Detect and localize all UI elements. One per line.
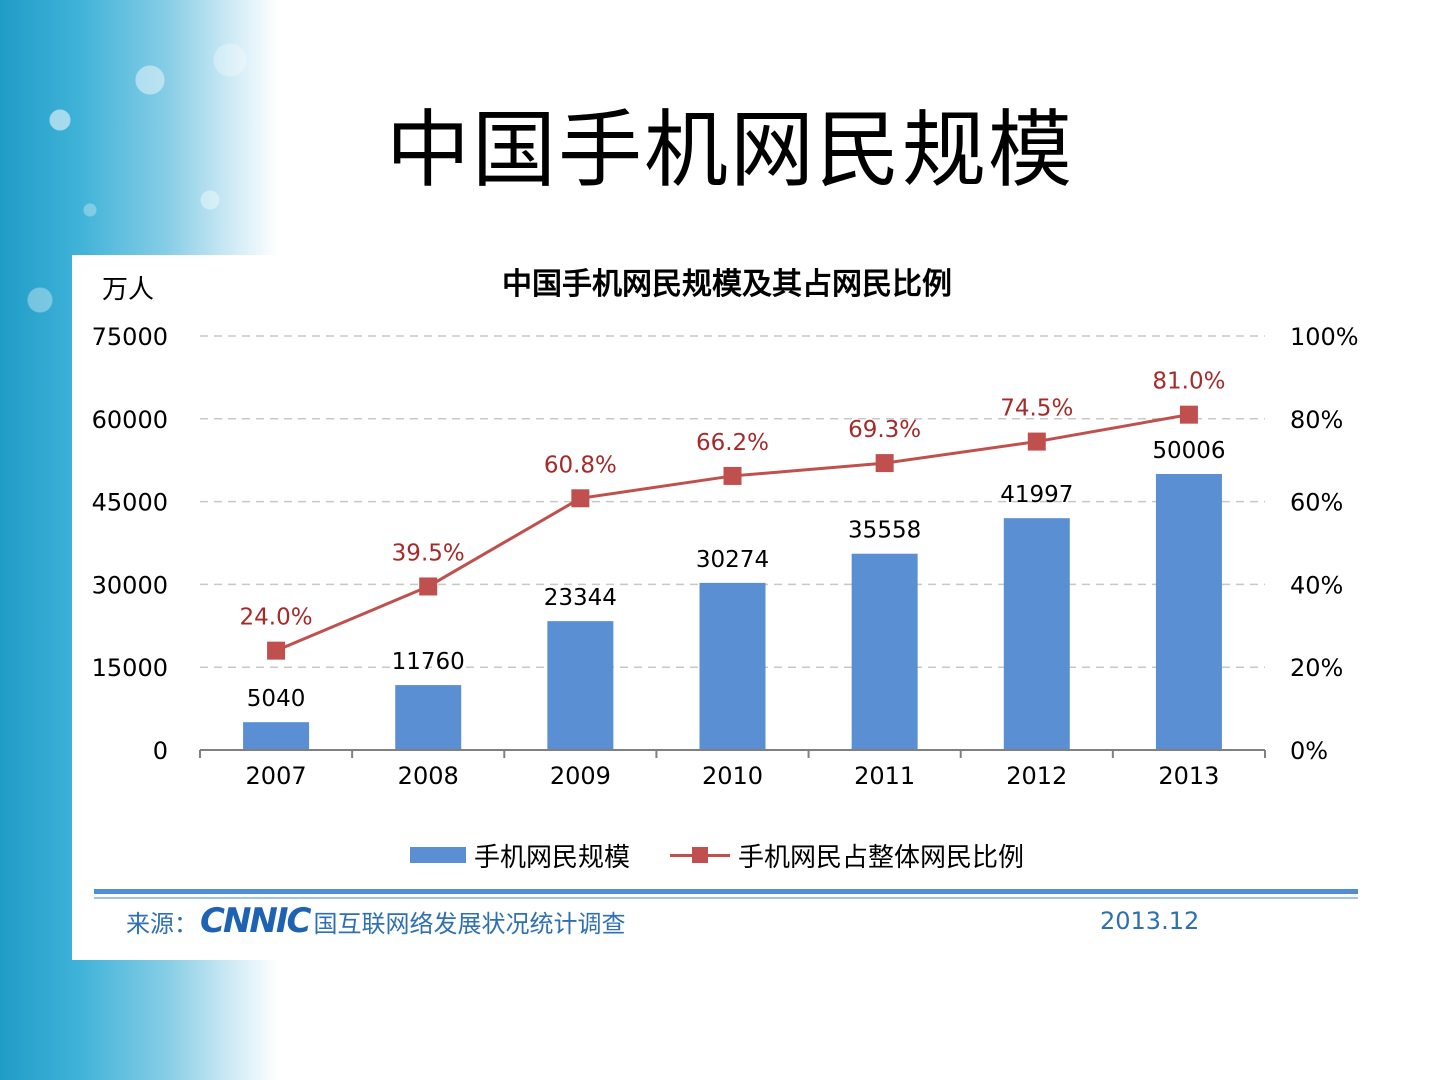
slide-title: 中国手机网民规模 xyxy=(385,101,1074,199)
y-right-tick-label: 60% xyxy=(1290,489,1343,517)
bar-data-label: 35558 xyxy=(848,518,921,544)
chart-title: 中国手机网民规模及其占网民比例 xyxy=(502,267,952,302)
left-axis-unit-label: 万人 xyxy=(102,275,155,305)
ratio-data-label: 39.5% xyxy=(392,540,465,566)
bar xyxy=(243,722,310,750)
y-right-tick-label: 40% xyxy=(1290,571,1343,599)
y-right-tick-label: 20% xyxy=(1290,654,1343,682)
legend-item-bar: 手机网民规模 xyxy=(410,837,630,874)
bar-data-label: 30274 xyxy=(696,547,769,573)
ratio-data-label: 66.2% xyxy=(696,430,769,456)
ratio-marker xyxy=(723,466,742,485)
chart-legend: 手机网民规模 手机网民占整体网民比例 xyxy=(410,835,1024,875)
ratio-marker xyxy=(419,577,438,596)
bar-data-label: 11760 xyxy=(392,649,465,675)
bar xyxy=(699,582,766,750)
y-right-tick-label: 100% xyxy=(1290,323,1359,351)
ratio-marker xyxy=(571,489,590,508)
source-text: 国互联网络发展状况统计调查 xyxy=(313,909,626,938)
bar xyxy=(1155,473,1222,750)
chart-panel: 0 0% 15000 20% 30000 40% 45000 60% 60000 80% 75000… xyxy=(72,255,1360,960)
ratio-marker xyxy=(267,641,286,660)
ratio-data-label: 74.5% xyxy=(1000,396,1073,422)
x-tick-label: 2009 xyxy=(550,762,611,790)
ratio-marker xyxy=(1027,432,1046,451)
legend-line-label: 手机网民占整体网民比例 xyxy=(738,842,1025,873)
x-tick-label: 2012 xyxy=(1006,762,1067,790)
source-attribution: 来源： CNNIC 国互联网络发展状况统计调查 xyxy=(126,901,626,941)
ratio-data-label: 60.8% xyxy=(544,452,617,478)
bar-data-label: 50006 xyxy=(1152,438,1225,464)
ratio-marker xyxy=(1179,405,1198,424)
legend-bar-label: 手机网民规模 xyxy=(474,842,631,873)
x-tick-label: 2011 xyxy=(854,762,915,790)
bar-data-label: 5040 xyxy=(247,686,306,712)
legend-item-line: 手机网民占整体网民比例 xyxy=(670,837,1024,874)
source-prefix: 来源： xyxy=(126,909,198,938)
legend-bar-swatch xyxy=(410,847,466,863)
chart-svg: 0 0% 15000 20% 30000 40% 45000 60% 60000 80% 75000… xyxy=(92,323,1359,790)
y-left-tick-label: 30000 xyxy=(92,571,168,599)
ratio-marker xyxy=(875,454,894,473)
footer-divider xyxy=(94,889,1358,899)
x-tick-label: 2007 xyxy=(246,762,307,790)
source-date: 2013.12 xyxy=(1100,907,1200,935)
y-left-tick-label: 60000 xyxy=(92,406,168,434)
x-tick-label: 2010 xyxy=(702,762,763,790)
ratio-data-label: 69.3% xyxy=(848,417,921,443)
x-tick-label: 2013 xyxy=(1158,762,1219,790)
bar-data-label: 41997 xyxy=(1000,482,1073,508)
y-left-tick-label: 0 xyxy=(153,737,168,765)
y-left-tick-label: 15000 xyxy=(92,654,168,682)
y-left-tick-label: 75000 xyxy=(92,323,168,351)
cnnic-logo: CNNIC xyxy=(200,901,311,941)
bar xyxy=(395,685,462,750)
bar xyxy=(1003,518,1070,750)
bar xyxy=(547,621,614,750)
y-left-tick-label: 45000 xyxy=(92,489,168,517)
bar-data-label: 23344 xyxy=(544,585,617,611)
y-right-tick-label: 0% xyxy=(1290,737,1328,765)
y-right-tick-label: 80% xyxy=(1290,406,1343,434)
ratio-data-label: 24.0% xyxy=(240,605,313,631)
x-tick-label: 2008 xyxy=(398,762,459,790)
ratio-data-label: 81.0% xyxy=(1152,369,1225,395)
bar xyxy=(851,553,918,750)
legend-line-swatch xyxy=(670,847,731,863)
